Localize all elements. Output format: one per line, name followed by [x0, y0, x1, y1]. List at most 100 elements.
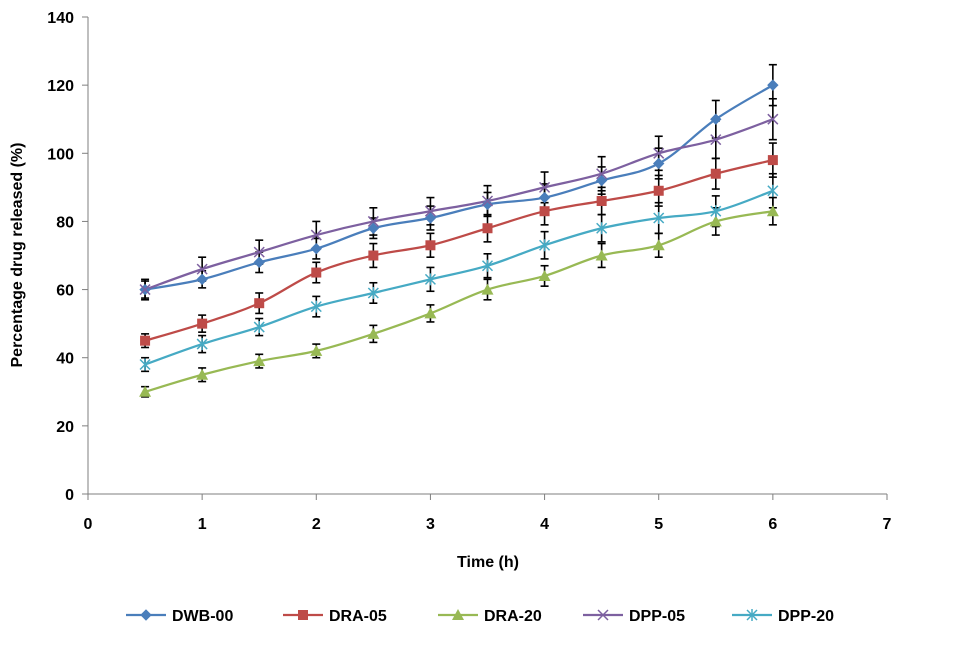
- legend-swatch-marker: [140, 609, 152, 621]
- data-point-dra-05: [767, 155, 778, 166]
- series-line-dpp-20: [144, 189, 774, 366]
- series-lines: [144, 84, 774, 393]
- data-point-dra-05: [596, 195, 607, 206]
- data-point-dpp-05: [424, 205, 436, 217]
- data-point-dpp-05: [367, 215, 379, 227]
- data-point-dwb-00: [424, 212, 437, 224]
- marker-stroke: [539, 181, 551, 193]
- marker-stroke: [367, 215, 379, 227]
- legend-item-dra-20: DRA-20: [438, 608, 542, 625]
- data-point-dpp-05: [139, 284, 151, 296]
- data-point-dra-20: [310, 344, 323, 356]
- y-tick-label: 140: [47, 10, 74, 27]
- legend-item-dpp-05: DPP-05: [583, 608, 685, 625]
- y-tick-label: 120: [47, 78, 74, 95]
- marker-stroke: [253, 246, 265, 258]
- data-point-dra-05: [653, 185, 664, 196]
- y-tick-label: 40: [56, 351, 74, 368]
- x-tick-label: 0: [84, 516, 93, 533]
- legend-label: DPP-20: [778, 608, 834, 625]
- x-tick-label: 6: [768, 516, 777, 533]
- marker-stroke: [481, 195, 494, 207]
- data-point-dwb-00: [710, 113, 722, 125]
- data-point-dra-20: [538, 269, 551, 281]
- data-point-dpp-20: [253, 321, 265, 334]
- data-point-dpp-20: [310, 300, 322, 313]
- legend-item-dra-05: DRA-05: [283, 608, 387, 625]
- marker-stroke: [597, 609, 609, 621]
- series-line-dpp-05: [144, 118, 774, 291]
- x-tick-label: 1: [198, 516, 207, 533]
- data-point-dra-20: [424, 307, 437, 319]
- marker-stroke: [653, 147, 665, 159]
- x-axis-title: Time (h): [457, 554, 519, 571]
- data-point-dwb-00: [367, 222, 380, 234]
- legend-swatch-marker: [597, 609, 609, 621]
- data-point-dra-20: [367, 327, 380, 339]
- data-point-dwb-00: [653, 157, 665, 170]
- data-point-dra-20: [139, 385, 152, 397]
- data-point-dwb-00: [595, 174, 608, 187]
- legend: DWB-00 DRA-05 DRA-20 DPP-05 DPP-20: [126, 608, 834, 625]
- data-point-dwb-00: [481, 198, 494, 211]
- data-point-dra-05: [254, 298, 265, 309]
- x-tick-label: 2: [312, 516, 321, 533]
- data-point-dpp-05: [481, 195, 494, 207]
- data-point-dwb-00: [253, 256, 265, 269]
- data-point-dpp-05: [596, 168, 608, 180]
- data-point-dpp-20: [767, 184, 779, 197]
- series-line-dra-05: [144, 159, 774, 342]
- x-tick-label: 3: [426, 516, 435, 533]
- marker-stroke: [596, 168, 608, 180]
- error-bars: [141, 63, 777, 398]
- legend-swatch-marker: [746, 609, 758, 621]
- y-tick-label: 0: [65, 487, 74, 504]
- x-tick-label: 5: [654, 516, 663, 533]
- y-tick-label: 80: [56, 214, 74, 231]
- y-tick-label: 60: [56, 283, 74, 300]
- marker-stroke: [767, 113, 779, 125]
- y-axis-title: Percentage drug released (%): [9, 143, 26, 368]
- data-point-dpp-20: [196, 338, 208, 351]
- data-point-dra-20: [253, 355, 266, 367]
- data-point-dra-20: [595, 249, 608, 261]
- data-point-dra-05: [140, 335, 151, 346]
- data-point-dpp-20: [653, 212, 665, 225]
- data-point-dra-20: [652, 239, 665, 251]
- data-point-dpp-05: [539, 181, 551, 193]
- marker-stroke: [310, 229, 322, 241]
- y-tick-label: 100: [47, 146, 74, 163]
- data-point-dwb-00: [538, 191, 551, 204]
- series-line-dra-20: [144, 210, 774, 393]
- legend-item-dwb-00: DWB-00: [126, 608, 233, 625]
- data-point-dpp-20: [139, 358, 151, 371]
- legend-swatch-marker: [452, 609, 464, 620]
- data-point-dra-05: [197, 318, 208, 329]
- x-tick-label: 4: [540, 516, 549, 533]
- data-point-dpp-05: [196, 263, 208, 275]
- legend-label: DRA-05: [329, 608, 387, 625]
- data-point-dra-05: [425, 240, 436, 251]
- y-tick-label: 20: [56, 419, 74, 436]
- data-point-dpp-05: [310, 229, 322, 241]
- data-point-dra-05: [311, 267, 322, 278]
- data-point-dpp-20: [481, 259, 494, 272]
- data-point-dwb-00: [310, 242, 322, 255]
- data-point-dra-20: [196, 368, 209, 380]
- marker-stroke: [139, 284, 151, 296]
- data-point-dwb-00: [767, 79, 779, 91]
- legend-label: DRA-20: [484, 608, 542, 625]
- data-point-dpp-05: [710, 134, 722, 146]
- legend-label: DPP-05: [629, 608, 685, 625]
- data-point-dpp-20: [424, 273, 436, 286]
- x-tick-label: 7: [883, 516, 892, 533]
- legend-label: DWB-00: [172, 608, 233, 625]
- data-point-dpp-05: [653, 147, 665, 159]
- data-point-dpp-20: [539, 239, 551, 252]
- marker-stroke: [424, 205, 436, 217]
- data-point-dpp-05: [767, 113, 779, 125]
- data-point-dpp-20: [710, 205, 722, 218]
- data-point-dra-20: [709, 215, 722, 227]
- data-point-dra-05: [482, 223, 493, 234]
